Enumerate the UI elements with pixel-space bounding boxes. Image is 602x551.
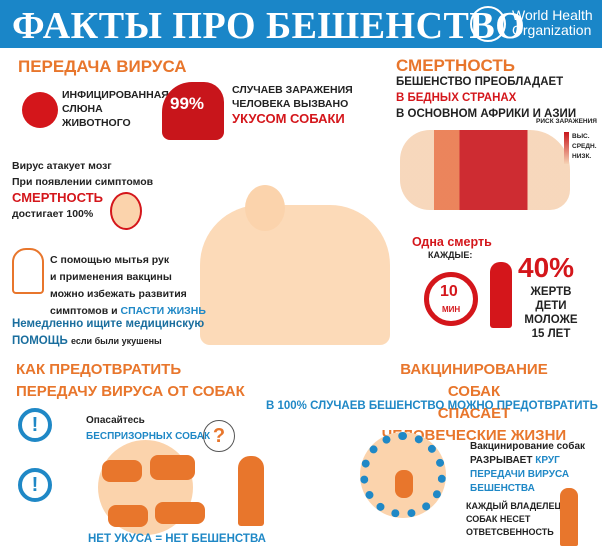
stopwatch-minutes: 10 [440,283,458,300]
world-risk-map [400,130,570,210]
beware-text: Опасайтесь БЕСПРИЗОРНЫХ СОБАК [86,415,211,442]
stray-dog-icon [150,455,195,480]
page-title: ФАКТЫ ПРО БЕШЕНСТВО [12,5,526,47]
child-icon [490,262,512,328]
owner-with-dog-icon [560,488,578,546]
doctor-icon [12,248,44,294]
mortality-text: БЕШЕНСТВО ПРЕОБЛАДАЕТ В БЕДНЫХ СТРАНАХ В О… [396,76,577,120]
stopwatch-icon [424,272,478,326]
dog-text: СЛУЧАЕВ ЗАРАЖЕНИЯ ЧЕЛОВЕКА ВЫЗВАНО [232,84,353,110]
how-prevent-heading: КАК ПРЕДОТВРАТИТЬ ПЕРЕДАЧУ ВИРУСА ОТ СОБА… [16,361,245,400]
stopwatch-unit: МИН [442,305,461,314]
every-text: КАЖДЫЕ: [428,250,473,260]
saliva-drop-icon [22,92,58,128]
brain-text: Вирус атакует мозг При появлении симптомо… [12,160,154,220]
children-percent: 40% [518,252,575,283]
vaccination-subtitle: В 100% СЛУЧАЕВ БЕШЕНСТВО МОЖНО ПРЕДОТВРА… [266,400,598,412]
stray-dog-icon [108,505,148,527]
legend-labels: ВЫС. СРЕДН. НИЗК. [572,133,597,160]
legend-title: РИСК ЗАРАЖЕНИЯ [536,118,597,125]
mortality-heading: СМЕРТНОСТЬ [396,56,516,75]
children-text: ЖЕРТВ ДЕТИ МОЛОЖЕ 15 ЛЕТ [524,286,578,340]
saliva-text: ИНФИЦИРОВАННАЯ СЛЮНА ЖИВОТНОГО [62,89,169,129]
seek-help-text: Немедленно ищите медицинскую ПОМОЩЬ если … [12,318,205,347]
vaccinated-dog-icon [395,470,413,498]
vaccination-text: Вакцинирование собак РАЗРЫВАЕТ КРУГ ПЕРЕДА… [470,441,586,494]
one-death-text: Одна смерть [412,235,492,249]
warning-icon: ! [18,468,52,502]
thought-bubble: ? [203,420,235,452]
vaccination-circle [360,432,446,518]
stray-dog-icon [102,460,142,482]
warning-icon: ! [18,408,52,442]
brain-head-icon [110,192,142,230]
owner-text: КАЖДЫЙ ВЛАДЕЛЕЦ СОБАК НЕСЕТ ОТВЕТСВЕННОСТЬ [466,501,562,537]
boy-icon [238,456,264,526]
transmission-heading: ПЕРЕДАЧА ВИРУСА [18,57,187,76]
dog-highlight: УКУСОМ СОБАКИ [232,111,345,126]
prevention-text: С помощью мытья рук и применения вакцины м… [50,254,206,317]
stray-dog-icon [155,502,205,524]
who-name: World Health Organization [512,7,593,38]
who-logo-icon [470,6,506,42]
boy-dog-silhouette [200,205,390,345]
dog-percent: 99% [170,94,205,113]
slogan: НЕТ УКУСА = НЕТ БЕШЕНСТВА [88,533,266,545]
dog-icon [162,82,224,140]
boy-head-silhouette [245,185,285,231]
legend-gradient [564,132,569,164]
